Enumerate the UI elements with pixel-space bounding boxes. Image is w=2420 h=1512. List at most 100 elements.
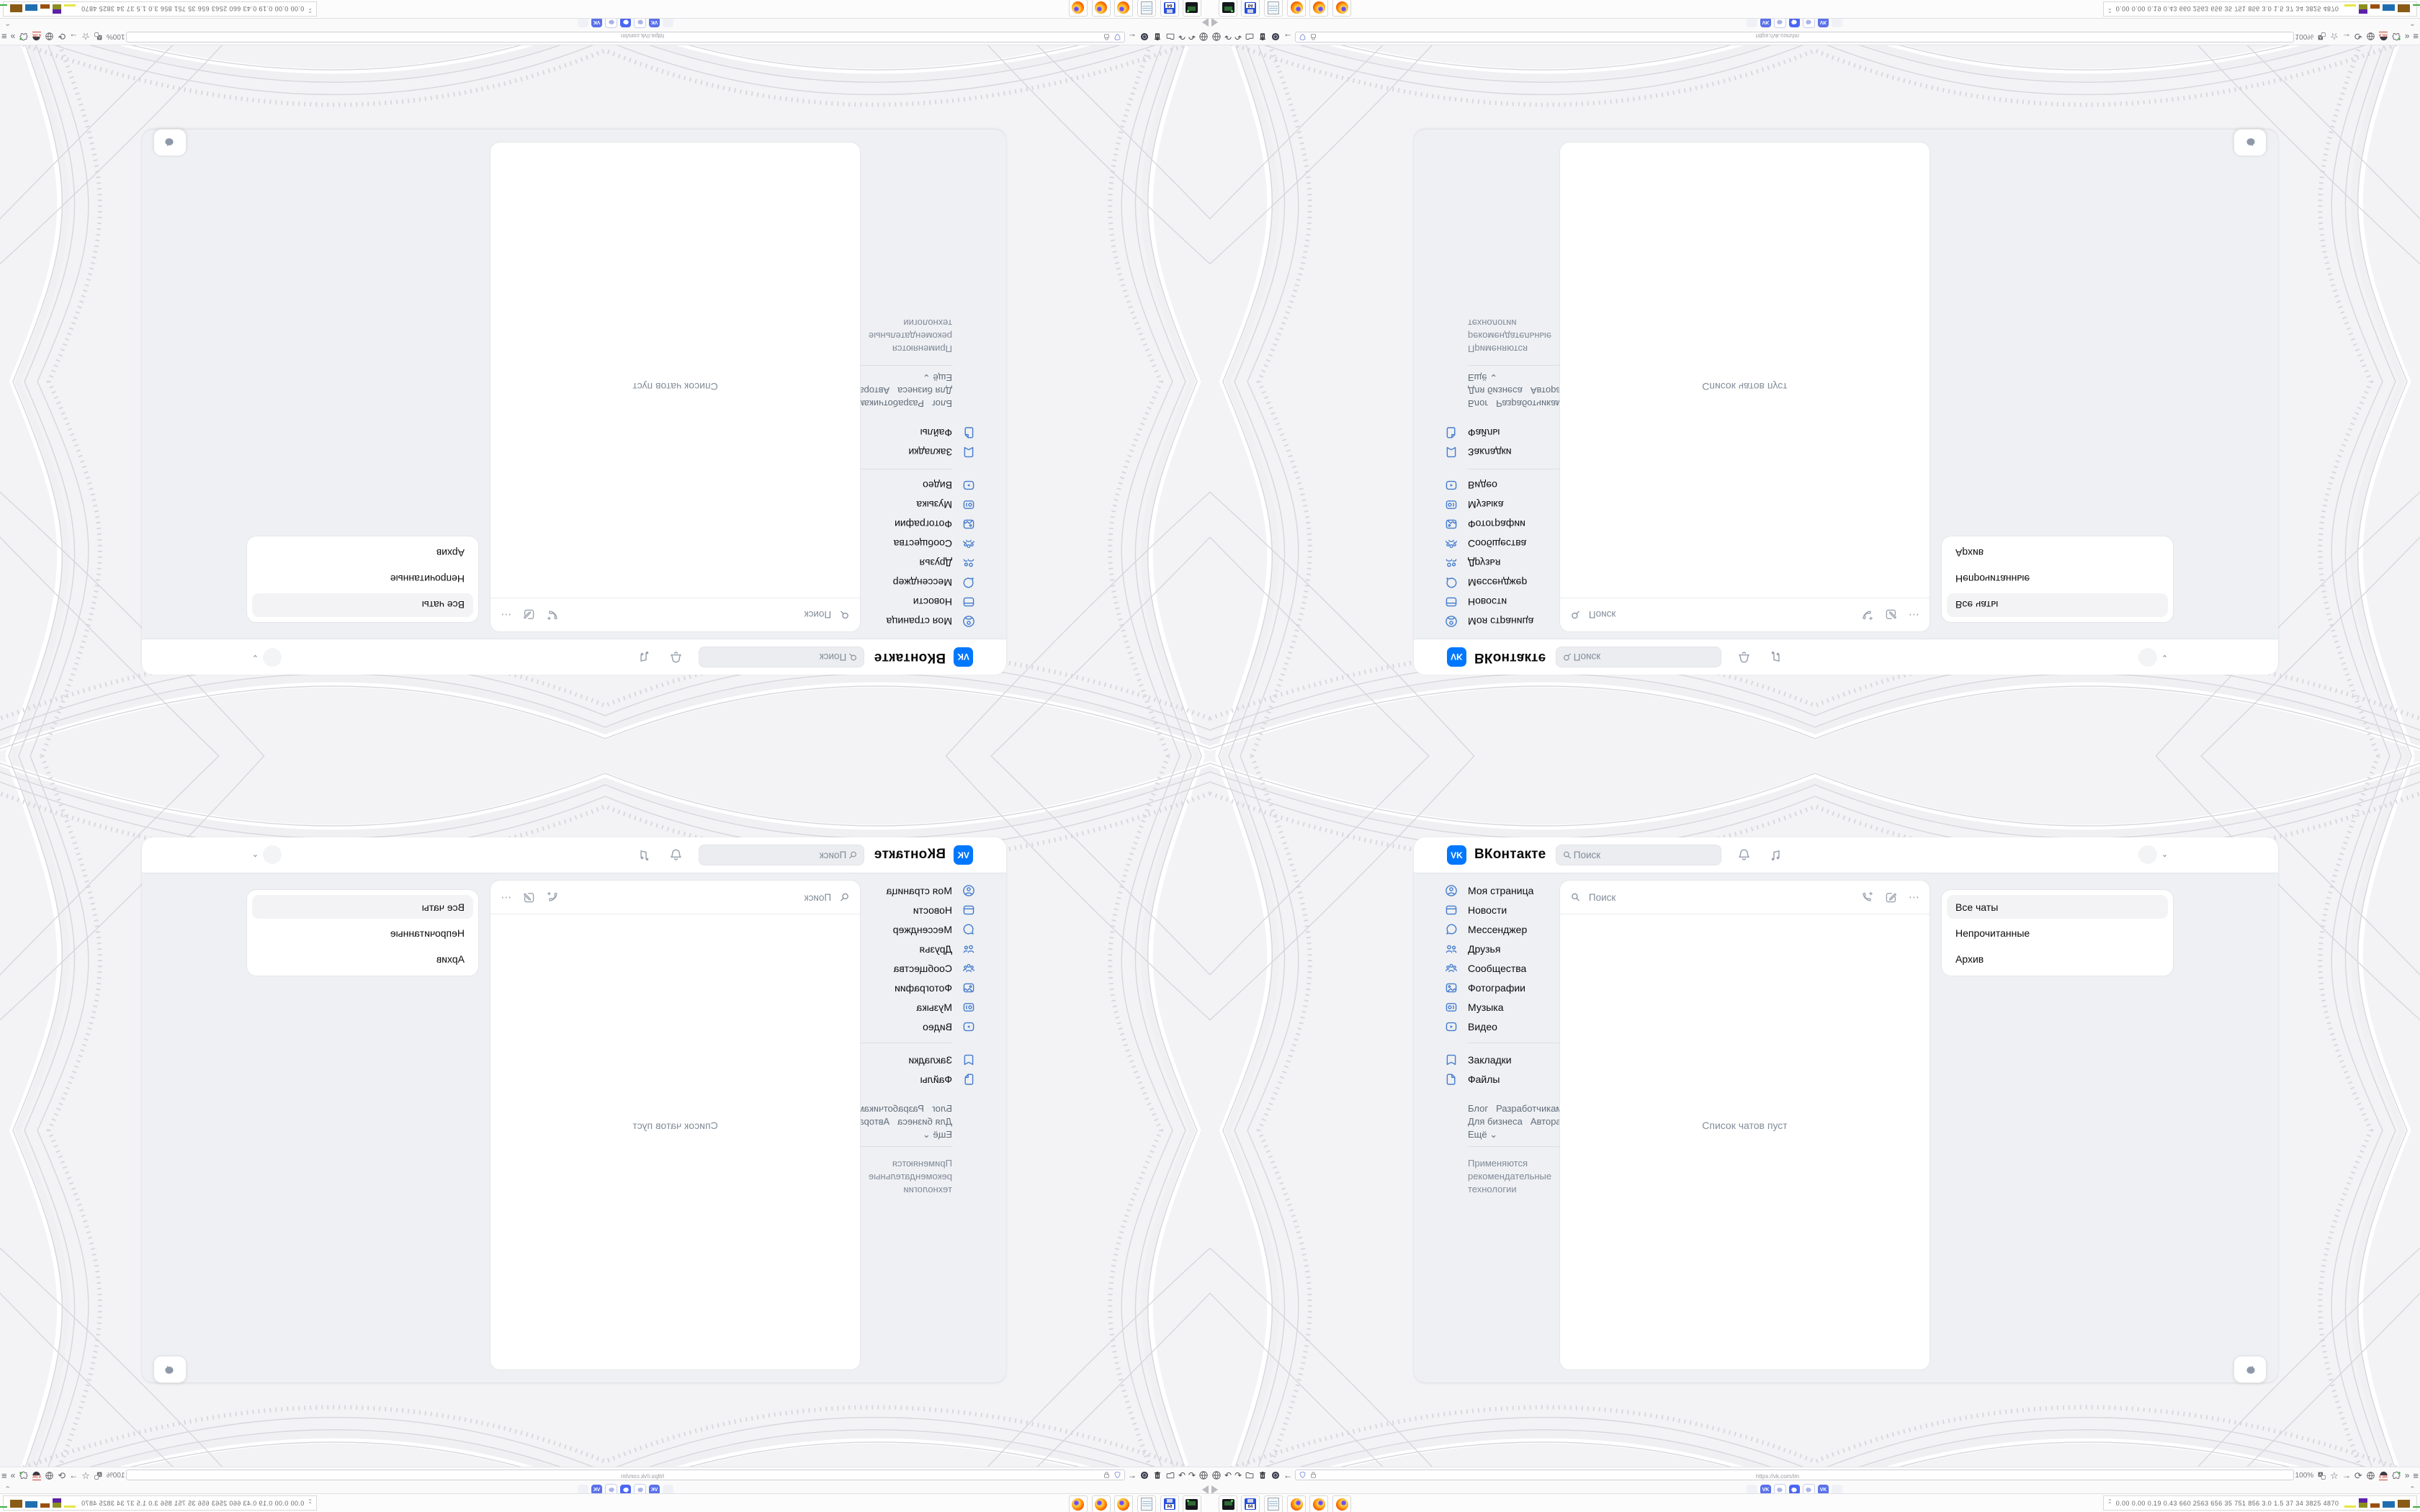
expand-chevron-icon[interactable]: ⌃	[2408, 1485, 2416, 1494]
floating-chat-button[interactable]	[153, 1356, 187, 1383]
global-search-field[interactable]	[699, 845, 864, 865]
taskbar-launcher-firefox[interactable]	[1309, 0, 1328, 17]
vk-logo[interactable]: VK	[1447, 647, 1466, 667]
forward-arrow-icon[interactable]: →	[2341, 1470, 2351, 1480]
back-arrow-icon[interactable]: ←	[1127, 32, 1137, 42]
sidebar-item-video[interactable]: Видео	[1444, 1017, 1613, 1036]
tab-ghost[interactable]	[663, 17, 673, 27]
chat-search-field[interactable]	[1570, 608, 1860, 621]
taskbar-launcher-notepad[interactable]	[1137, 0, 1156, 17]
filter-all-chats[interactable]: Все чаты	[1947, 895, 2168, 919]
taskbar-launcher-drive[interactable]	[1219, 0, 1237, 17]
sidebar-item-bookmarks[interactable]: Закладки	[1444, 1050, 1613, 1069]
sidebar-item-news[interactable]: Новости	[1444, 900, 1613, 919]
sidebar-item-news[interactable]: Новости	[807, 900, 976, 919]
music-icon[interactable]	[1768, 847, 1783, 863]
tracking-shield-icon[interactable]	[1113, 33, 1121, 41]
footer-link-more[interactable]: Ещё ⌄	[922, 1129, 952, 1140]
footer-link-more[interactable]: Ещё ⌄	[1468, 1129, 1498, 1140]
lock-icon[interactable]	[1103, 33, 1111, 41]
tab-vk-favicon[interactable]: VK	[1818, 17, 1829, 27]
undo-icon[interactable]: ↶	[1188, 1470, 1196, 1480]
sidebar-item-files[interactable]: Файлы	[807, 423, 976, 443]
sidebar-item-music[interactable]: Музыка	[1444, 495, 1613, 515]
redo-icon[interactable]: ↷	[1178, 32, 1186, 42]
sidebar-item-my-page[interactable]: Моя страница	[807, 881, 976, 900]
chat-search-input[interactable]	[560, 608, 833, 621]
tab-active-chat-favicon[interactable]	[1789, 1485, 1800, 1495]
compose-icon[interactable]	[1884, 891, 1898, 904]
vk-wordmark[interactable]: ВКонтакте	[874, 847, 946, 862]
chat-search-field[interactable]	[560, 891, 850, 904]
bookmark-star-icon[interactable]: ☆	[81, 1470, 90, 1481]
music-icon[interactable]	[637, 847, 652, 863]
adblock-extension-icon[interactable]: 6.8K	[2379, 1471, 2388, 1480]
footer-link-more[interactable]: Ещё ⌄	[1468, 372, 1498, 383]
folder-icon[interactable]	[1245, 1470, 1255, 1480]
url-bar[interactable]	[1295, 1470, 2294, 1480]
new-call-icon[interactable]	[1860, 891, 1873, 904]
filter-archive[interactable]: Архив	[1955, 953, 1984, 965]
folder-icon[interactable]	[1165, 1470, 1175, 1480]
filter-archive[interactable]: Архив	[1955, 547, 1984, 559]
lock-icon[interactable]	[1309, 1471, 1317, 1479]
profile-avatar[interactable]	[263, 845, 282, 864]
filter-unread[interactable]: Непрочитанные	[390, 927, 465, 939]
forward-arrow-icon[interactable]: →	[69, 32, 79, 42]
filter-archive[interactable]: Архив	[436, 547, 465, 559]
sidebar-item-music[interactable]: Музыка	[1444, 997, 1613, 1017]
chat-search-input[interactable]	[560, 891, 833, 904]
sidebar-item-communities[interactable]: Сообщества	[1444, 534, 1613, 554]
footer-link-developers[interactable]: Разработчикам	[1496, 398, 1563, 409]
undo-icon[interactable]: ↶	[1224, 1470, 1232, 1480]
footer-link-authors[interactable]: Авторам	[1530, 1116, 1568, 1127]
sidebar-item-bookmarks[interactable]: Закладки	[807, 443, 976, 462]
vk-logo[interactable]: VK	[954, 845, 973, 865]
trash-icon[interactable]	[1152, 32, 1162, 42]
notifications-bell-icon[interactable]	[668, 649, 684, 665]
redo-icon[interactable]: ↷	[1178, 1470, 1186, 1480]
taskbar-launcher-firefox[interactable]	[1287, 0, 1306, 17]
system-monitor-tray[interactable]: ⌃ ⌃ 0.00 0.00 0.19 0.43 660 2563 656 35 7…	[2103, 1495, 2420, 1511]
overflow-chevrons-icon[interactable]: »	[2404, 1470, 2410, 1480]
ellipsis-menu-icon[interactable]: ⋯	[1909, 891, 1919, 904]
sidebar-item-music[interactable]: Музыка	[807, 997, 976, 1017]
sidebar-item-files[interactable]: Файлы	[1444, 1069, 1613, 1089]
system-monitor-tray[interactable]: ⌃ ⌃ 0.00 0.00 0.19 0.43 660 2563 656 35 7…	[0, 1495, 317, 1511]
chat-search-field[interactable]	[560, 608, 850, 621]
reload-icon[interactable]: ⟳	[58, 1470, 66, 1481]
sidebar-item-news[interactable]: Новости	[807, 593, 976, 612]
sidebar-item-messenger[interactable]: Мессенджер	[807, 573, 976, 593]
globe-icon[interactable]	[2366, 32, 2375, 42]
notifications-bell-icon[interactable]	[1736, 847, 1752, 863]
tab-vk-favicon[interactable]: VK	[1760, 1485, 1771, 1495]
taskbar-launcher-firefox[interactable]	[1092, 0, 1111, 17]
globe-icon[interactable]	[1198, 32, 1209, 42]
filter-all-chats[interactable]: Все чаты	[252, 593, 473, 617]
sidebar-toggle-arrow-icon[interactable]	[1211, 18, 1218, 27]
tab-ghost[interactable]	[1747, 17, 1757, 27]
sidebar-item-video[interactable]: Видео	[1444, 476, 1613, 495]
globe-icon[interactable]	[45, 32, 54, 42]
sidebar-item-my-page[interactable]: Моя страница	[1444, 881, 1613, 900]
trash-icon[interactable]	[1258, 1470, 1268, 1480]
taskbar-launcher-firefox[interactable]	[1114, 1495, 1133, 1512]
zoom-level-label[interactable]: 100%	[2295, 32, 2314, 41]
zoom-level-label[interactable]: 100%	[106, 32, 125, 41]
search-input[interactable]	[1572, 651, 1715, 663]
filter-unread[interactable]: Непрочитанные	[390, 573, 465, 585]
sidebar-item-music[interactable]: Музыка	[807, 495, 976, 515]
redo-icon[interactable]: ↷	[1234, 32, 1242, 42]
sidebar-item-communities[interactable]: Сообщества	[807, 958, 976, 978]
trash-icon[interactable]	[1152, 1470, 1162, 1480]
new-call-icon[interactable]	[1860, 608, 1873, 622]
vk-logo[interactable]: VK	[1447, 845, 1466, 865]
tab-chat-favicon[interactable]	[1774, 17, 1786, 28]
tab-active-chat-favicon[interactable]	[620, 17, 631, 27]
profile-avatar[interactable]	[2138, 845, 2157, 864]
extensions-puzzle-icon[interactable]	[19, 32, 28, 42]
footer-link-business[interactable]: Для бизнеса	[897, 1116, 952, 1127]
footer-link-developers[interactable]: Разработчикам	[1496, 1103, 1563, 1114]
expand-chevron-icon[interactable]: ⌃	[4, 18, 12, 27]
taskbar-launcher-firefox[interactable]	[1069, 1495, 1088, 1512]
